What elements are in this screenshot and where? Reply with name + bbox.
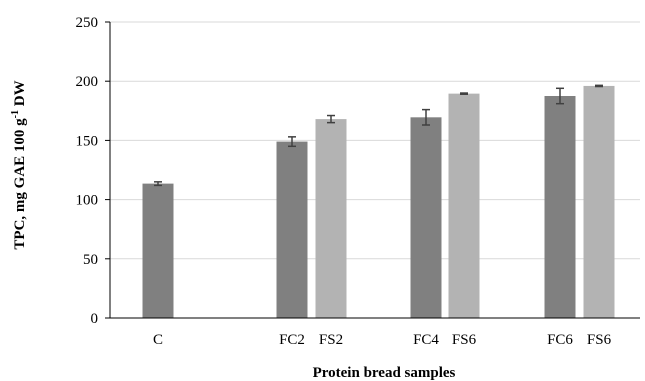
bar-fs6 xyxy=(448,93,480,318)
y-axis-title-sup: -1 xyxy=(10,110,21,118)
bars xyxy=(142,85,615,318)
y-tick-label: 150 xyxy=(76,133,99,149)
axes xyxy=(105,21,640,319)
bar-fc6 xyxy=(544,96,576,318)
bar-fs2 xyxy=(315,119,347,318)
y-tick-label: 0 xyxy=(91,311,99,327)
y-tick-label: 50 xyxy=(83,252,98,268)
x-tick-label: FS2 xyxy=(319,332,343,348)
error-bars xyxy=(154,84,603,187)
bar-fs6 xyxy=(583,85,615,318)
x-tick-label: FS6 xyxy=(587,332,612,348)
bar-c xyxy=(142,183,174,318)
x-axis-title: Protein bread samples xyxy=(313,365,456,381)
x-tick-label: FS6 xyxy=(452,332,477,348)
bar-fc2 xyxy=(276,141,308,318)
y-tick-labels: 0 50 100 150 200 250 xyxy=(76,15,99,327)
y-tick-label: 100 xyxy=(76,193,99,209)
bar-fc4 xyxy=(410,117,442,318)
y-axis-title-main: TPC, mg GAE 100 g xyxy=(12,118,28,250)
y-axis-title-tail: DW xyxy=(12,80,28,110)
x-tick-label: C xyxy=(153,332,163,348)
y-tick-label: 250 xyxy=(76,15,99,31)
x-tick-label: FC2 xyxy=(279,332,305,348)
x-tick-label: FC4 xyxy=(413,332,439,348)
y-tick-label: 200 xyxy=(76,74,99,90)
x-tick-labels: C FC2 FS2 FC4 FS6 FC6 FS6 xyxy=(153,332,612,348)
x-tick-label: FC6 xyxy=(547,332,573,348)
y-axis-title: TPC, mg GAE 100 g-1 DW xyxy=(10,80,28,249)
